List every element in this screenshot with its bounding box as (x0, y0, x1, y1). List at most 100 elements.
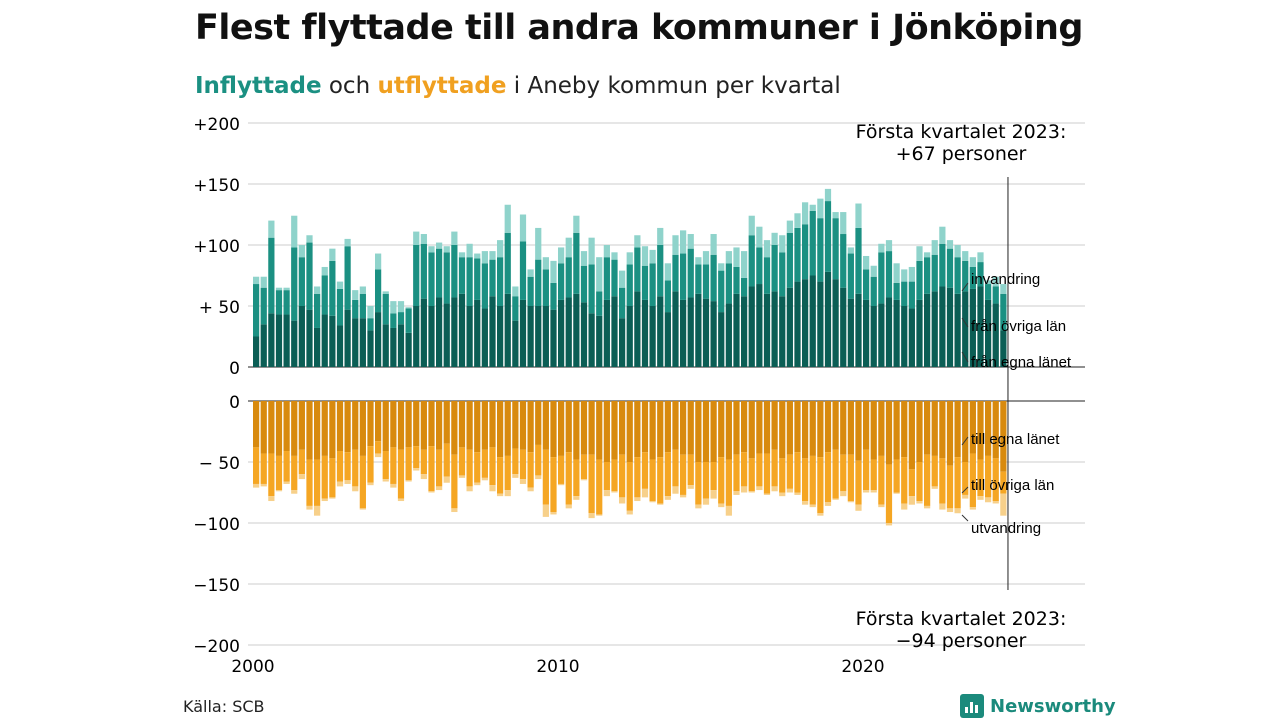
outflow-bar-utvandring (680, 494, 687, 498)
inflow-bar-invandring (824, 188, 832, 202)
outflow-bar-utvandring (573, 496, 580, 500)
inflow-bar-invandring (542, 257, 549, 270)
inflow-bar-egna-lanet (535, 306, 542, 367)
inflow-bar-invandring (931, 240, 938, 255)
outflow-bar-egna-lanet (428, 401, 435, 447)
outflow-bar-ovriga-lan (878, 455, 885, 505)
series-label-till-egna-lanet: till egna länet (971, 431, 1060, 448)
inflow-bar-egna-lanet (1000, 330, 1007, 367)
y-tick-label-bottom: −200 (193, 637, 240, 657)
outflow-bar-egna-lanet (946, 401, 954, 466)
inflow-bar-ovriga-lan (489, 259, 496, 297)
outflow-bar-egna-lanet (664, 401, 671, 453)
outflow-bar-ovriga-lan (565, 452, 572, 505)
outflow-bar-ovriga-lan (504, 455, 511, 491)
outflow-bar-utvandring (939, 503, 946, 510)
inflow-bar-ovriga-lan (542, 269, 549, 306)
outflow-bar-egna-lanet (878, 401, 885, 456)
outflow-bar-egna-lanet (969, 401, 976, 454)
outflow-bar-ovriga-lan (596, 459, 603, 515)
subtitle-and-word: och (321, 73, 378, 99)
inflow-bar-egna-lanet (611, 296, 618, 367)
inflow-bar-ovriga-lan (802, 224, 809, 280)
outflow-bar-egna-lanet (786, 401, 793, 455)
inflow-bar-egna-lanet (977, 286, 984, 367)
outflow-bar-utvandring (748, 491, 755, 493)
inflow-bar-ovriga-lan (443, 252, 450, 304)
outflow-bar-utvandring (794, 492, 801, 495)
inflow-bar-invandring (741, 251, 748, 278)
outflow-bar-utvandring (634, 497, 641, 502)
inflow-bar-invandring (573, 215, 580, 233)
inflow-bar-ovriga-lan (863, 269, 870, 300)
inflow-bar-ovriga-lan (824, 201, 832, 272)
outflow-bar-egna-lanet (855, 401, 862, 461)
inflow-bar-egna-lanet (298, 306, 305, 367)
inflow-bar-ovriga-lan (558, 263, 565, 300)
x-tick-label: 2020 (841, 657, 884, 677)
inflow-bar-ovriga-lan (519, 241, 527, 300)
outflow-bar-utvandring (428, 491, 435, 493)
inflow-bar-ovriga-lan (969, 266, 976, 289)
inflow-bar-egna-lanet (497, 306, 504, 367)
inflow-bar-invandring (794, 213, 801, 228)
outflow-bar-utvandring (931, 486, 938, 489)
outflow-bar-ovriga-lan (283, 451, 290, 482)
outflow-bar-egna-lanet (375, 401, 382, 442)
inflow-bar-invandring (855, 203, 862, 228)
inflow-bar-invandring (268, 220, 275, 238)
inflow-bar-ovriga-lan (939, 243, 946, 287)
inflow-bar-ovriga-lan (809, 210, 816, 276)
outflow-bar-ovriga-lan (619, 454, 626, 498)
inflow-bar-invandring (519, 214, 527, 242)
outflow-bar-ovriga-lan (306, 459, 313, 506)
outflow-bar-utvandring (382, 479, 389, 482)
inflow-bar-ovriga-lan (710, 254, 717, 302)
inflow-bar-egna-lanet (962, 291, 969, 367)
outflow-bar-utvandring (519, 479, 527, 484)
outflow-bar-egna-lanet (748, 401, 755, 459)
inflow-bar-invandring (939, 226, 946, 244)
inflow-bar-egna-lanet (580, 302, 588, 367)
outflow-bar-utvandring (718, 503, 725, 508)
outflow-bar-utvandring (962, 494, 969, 499)
y-tick-label-top: +100 (193, 237, 240, 257)
inflow-bar-ovriga-lan (641, 265, 649, 300)
brand-logo[interactable]: Newsworthy (960, 694, 1116, 718)
outflow-bar-utvandring (413, 468, 420, 471)
outflow-bar-utvandring (367, 482, 374, 486)
outflow-bar-egna-lanet (367, 401, 374, 447)
inflow-bar-egna-lanet (931, 291, 938, 367)
inflow-bar-ovriga-lan (321, 275, 328, 315)
inflow-bar-ovriga-lan (908, 281, 915, 309)
outflow-bar-egna-lanet (908, 401, 915, 470)
outflow-bar-ovriga-lan (924, 454, 931, 506)
migration-chart: +200 +150 +100 + 50 0 0 − 50 −100 −150 −… (193, 115, 1085, 677)
inflow-bar-invandring (329, 248, 336, 261)
outflow-bar-utvandring (458, 475, 466, 478)
outflow-bar-utvandring (321, 498, 328, 502)
inflow-bar-invandring (336, 281, 344, 289)
inflow-bar-invandring (779, 235, 786, 253)
outflow-bar-ovriga-lan (847, 454, 854, 502)
inflow-bar-invandring (443, 246, 450, 253)
outflow-bar-ovriga-lan (954, 457, 961, 509)
inflow-bar-invandring (977, 252, 984, 263)
inflow-bar-invandring (474, 253, 481, 259)
outflow-bar-ovriga-lan (497, 457, 504, 494)
inflow-bar-ovriga-lan (893, 282, 900, 300)
inflow-bar-ovriga-lan (359, 293, 366, 319)
inflow-bar-ovriga-lan (588, 264, 595, 314)
outflow-bar-ovriga-lan (260, 453, 267, 484)
inflow-bar-egna-lanet (832, 279, 839, 367)
outflow-bar-ovriga-lan (367, 446, 374, 483)
inflow-bar-ovriga-lan (817, 218, 824, 282)
outflow-bar-ovriga-lan (931, 455, 938, 487)
outflow-bar-ovriga-lan (535, 444, 542, 476)
inflow-bar-egna-lanet (466, 306, 473, 367)
outflow-bar-egna-lanet (603, 401, 610, 462)
outflow-bar-egna-lanet (268, 401, 275, 454)
inflow-bar-egna-lanet (481, 308, 488, 367)
outflow-bar-ovriga-lan (291, 455, 298, 491)
inflow-bar-ovriga-lan (687, 248, 694, 298)
